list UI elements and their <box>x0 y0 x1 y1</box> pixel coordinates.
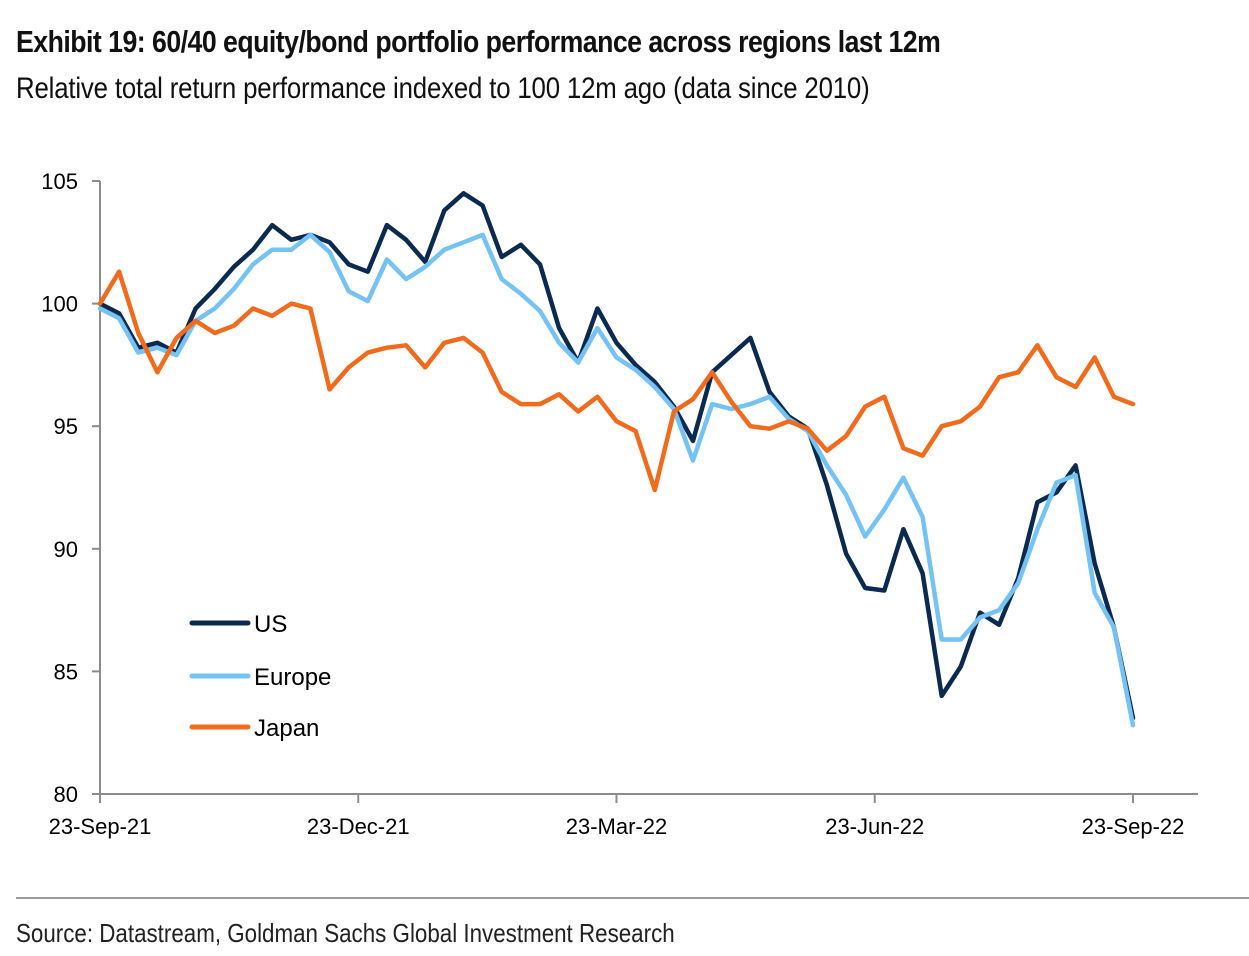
y-tick-label: 95 <box>54 414 78 439</box>
y-tick-label: 80 <box>54 782 78 807</box>
y-tick-label: 105 <box>41 169 78 194</box>
line-chart: 80 85 90 95 100 105 23-Sep-21 23-Dec-21 23-Mar-… <box>41 169 1198 839</box>
legend-label-japan: Japan <box>254 715 319 742</box>
series-lines <box>97 191 1136 728</box>
y-tick-label: 85 <box>54 659 78 684</box>
legend-label-us: US <box>254 611 287 638</box>
y-ticks: 80 85 90 95 100 105 <box>41 169 100 807</box>
chart-subtitle: Relative total return performance indexe… <box>16 72 870 105</box>
footer-divider <box>16 897 1249 899</box>
x-ticks: 23-Sep-21 23-Dec-21 23-Mar-22 23-Jun-22 23-S… <box>49 794 1185 839</box>
x-tick-label: 23-Jun-22 <box>825 814 924 839</box>
chart-title: Exhibit 19: 60/40 equity/bond portfolio … <box>16 24 941 59</box>
legend: US Europe Japan <box>189 611 331 742</box>
y-tick-label: 90 <box>54 537 78 562</box>
x-tick-label: 23-Sep-21 <box>49 814 152 839</box>
legend-label-europe: Europe <box>254 664 331 691</box>
x-tick-label: 23-Mar-22 <box>566 814 667 839</box>
x-tick-label: 23-Sep-22 <box>1082 814 1185 839</box>
series-line-us <box>97 191 1136 721</box>
series-line-europe <box>97 232 1136 728</box>
series-line-japan <box>97 269 1136 493</box>
x-tick-label: 23-Dec-21 <box>307 814 410 839</box>
y-tick-label: 100 <box>41 292 78 317</box>
axes <box>92 181 1198 795</box>
source-note: Source: Datastream, Goldman Sachs Global… <box>16 918 675 948</box>
